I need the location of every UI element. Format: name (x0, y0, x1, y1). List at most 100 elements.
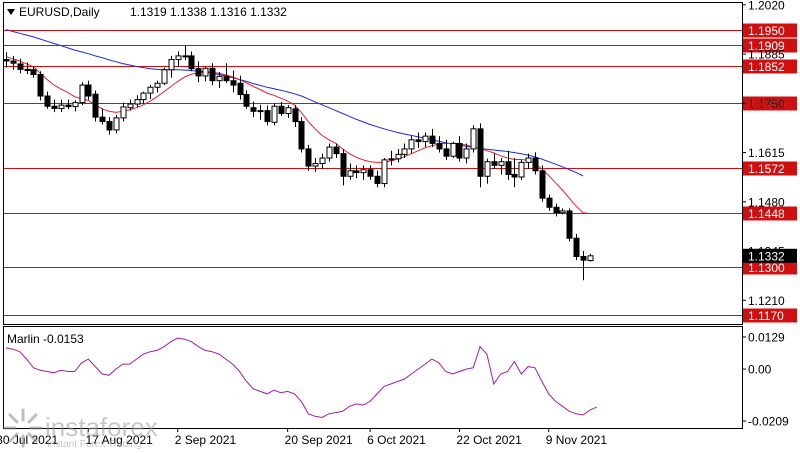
candle-body (10, 60, 17, 64)
candle-body (456, 142, 463, 159)
oscillator-tick-label: 0.00 (748, 363, 772, 377)
candle-body (498, 161, 505, 166)
candle-body (388, 158, 395, 161)
time-tick-label: 6 Oct 2021 (367, 433, 426, 447)
candle-body (566, 210, 573, 239)
price-tick-label: 1.2020 (748, 0, 785, 12)
oscillator-layer: 0.0129 0.00 -0.0209 (5, 331, 789, 429)
candle-body (353, 170, 360, 174)
candle-body (216, 75, 223, 82)
candle-body (511, 173, 518, 178)
level-tag (743, 260, 797, 275)
candle-body (408, 139, 415, 150)
level-tag-label: 1.1909 (748, 39, 785, 53)
candle-body (202, 67, 209, 77)
candle-body (113, 117, 120, 131)
candle-body (230, 80, 237, 86)
candle-body (367, 169, 374, 177)
dropdown-triangle-icon[interactable] (7, 9, 15, 15)
time-axis: 30 Jul 2021 17 Aug 2021 2 Sep 2021 20 Sep 2… (0, 428, 607, 447)
level-tag-label: 1.1448 (748, 207, 785, 221)
candle-body (17, 63, 24, 70)
levels-layer (4, 30, 742, 316)
candle-body (553, 206, 560, 214)
candle-body (147, 86, 154, 94)
indicator-label: Marlin -0.0153 (7, 332, 84, 346)
candle-body (559, 210, 566, 214)
time-tick-label: 9 Nov 2021 (546, 433, 608, 447)
candle-body (237, 82, 244, 96)
price-tick-label: 1.1750 (748, 97, 785, 111)
candle-body (340, 153, 347, 177)
candle-body (415, 139, 422, 143)
level-tag-label: 1.1950 (748, 24, 785, 38)
main-panel-frame (3, 2, 743, 325)
watermark-brand: instaforex (45, 412, 158, 442)
price-tick-label: 1.1615 (748, 146, 785, 160)
candle-body (92, 93, 99, 118)
candle-body (195, 68, 202, 77)
oscillator-line (5, 337, 598, 419)
candle-body (271, 105, 278, 123)
candle-body (505, 161, 512, 175)
level-tag-label: 1.1300 (748, 261, 785, 275)
candle-body (182, 55, 189, 58)
ma-slow-line (5, 29, 584, 177)
candle-body (37, 73, 44, 97)
level-tag (743, 308, 797, 323)
level-tag (743, 206, 797, 221)
candle-body (422, 135, 429, 143)
candle-body (347, 170, 354, 177)
time-tick-label: 2 Sep 2021 (175, 433, 237, 447)
candle-body (443, 148, 450, 157)
indicator-panel-frame (3, 326, 743, 429)
candle-body (525, 157, 532, 163)
candle-body (539, 170, 546, 199)
candle-body (168, 59, 175, 71)
symbol-timeframe: EURUSD,Daily (19, 5, 100, 19)
price-tick-label: 1.1480 (748, 195, 785, 209)
candle-body (484, 161, 491, 177)
candle-body (134, 99, 141, 105)
candle-body (312, 163, 319, 167)
candle-body (106, 121, 113, 131)
candle-body (429, 135, 436, 144)
candle-body (374, 175, 381, 185)
candle-body (436, 142, 443, 150)
candle-body (85, 84, 92, 97)
candle-body (257, 110, 264, 113)
candle-body (326, 146, 333, 159)
candle-body (188, 55, 195, 70)
candle-body (298, 121, 305, 150)
candle-body (3, 59, 10, 62)
watermark-tagline: Instant Forex Trading (47, 439, 142, 450)
candle-body (161, 69, 168, 84)
candles-layer (3, 45, 594, 281)
candle-body (573, 237, 580, 258)
level-tag-label: 1.1852 (748, 60, 785, 74)
candle-body (120, 106, 127, 119)
level-tag (743, 161, 797, 176)
candle-body (154, 82, 161, 88)
candle-body (223, 75, 230, 82)
ma-fast-line (5, 56, 591, 214)
level-tag-label: 1.1170 (748, 309, 784, 323)
price-tick-label: 1.1885 (748, 48, 785, 62)
candle-body (532, 157, 539, 172)
candle-body (580, 256, 587, 261)
candle-body (470, 128, 477, 150)
candle-body (44, 95, 51, 107)
candle-body (285, 107, 292, 115)
time-tick-label: 22 Oct 2021 (456, 433, 522, 447)
candle-body (127, 103, 134, 109)
candle-body (587, 255, 594, 262)
candle-body (333, 146, 340, 155)
candle-body (58, 104, 65, 109)
candle-body (72, 102, 79, 108)
candle-body (209, 67, 216, 82)
candle-body (24, 68, 31, 71)
level-tag-label: 1.1572 (748, 162, 785, 176)
candle-body (99, 116, 106, 123)
candle-body (140, 92, 147, 101)
level-tag (743, 59, 797, 74)
